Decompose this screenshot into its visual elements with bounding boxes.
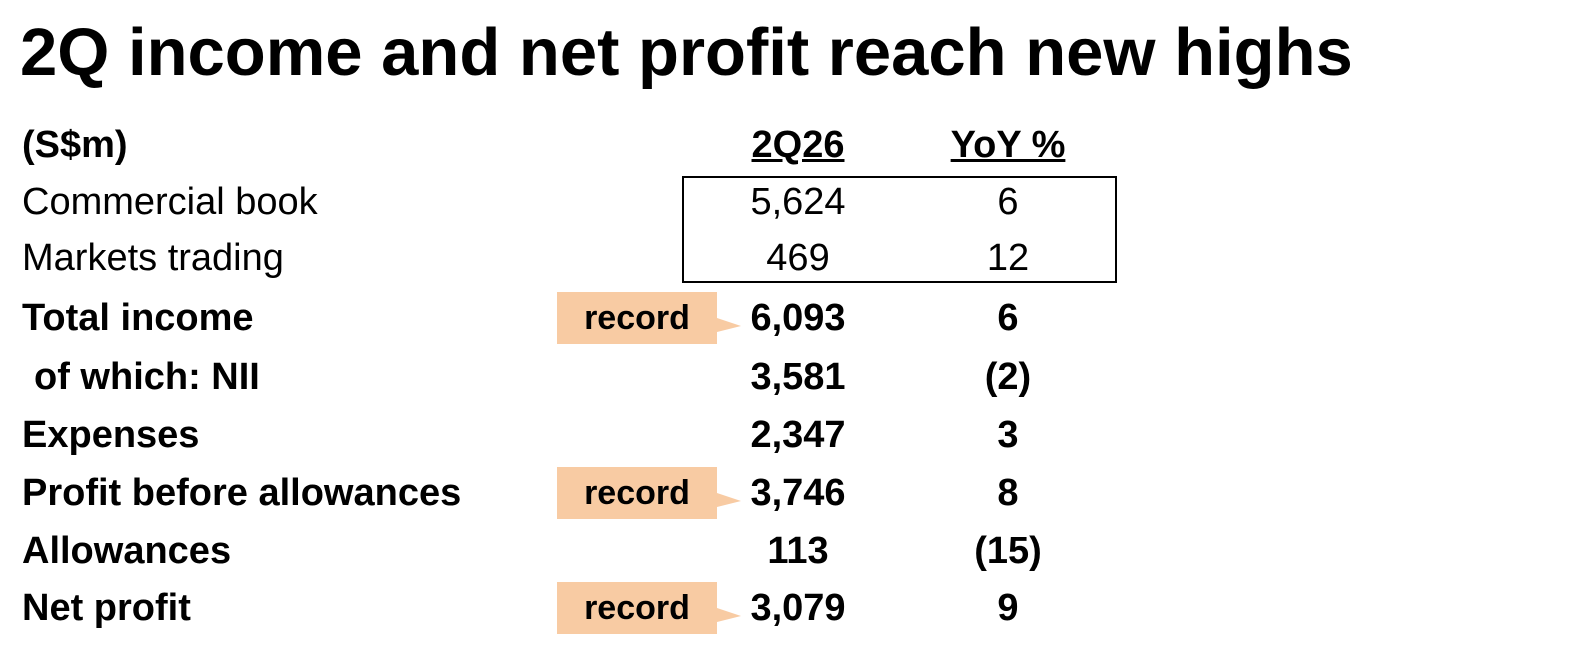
yoy: 9: [997, 587, 1019, 629]
row-label: Commercial book: [22, 181, 318, 223]
column-header: 2Q26: [751, 124, 845, 166]
value: 113: [767, 530, 829, 572]
tag-text: record: [584, 474, 690, 512]
value: 3,581: [750, 356, 846, 398]
yoy: (15): [974, 530, 1042, 572]
title: 2Q income and net profit reach new highs: [20, 15, 1353, 90]
tag-shape: [557, 292, 741, 344]
unit: (S$m): [22, 124, 128, 166]
yoy: 12: [986, 237, 1030, 279]
record-tag: record: [557, 467, 747, 519]
yoy: 8: [997, 472, 1019, 514]
row-label: Total income: [22, 297, 254, 339]
value: 5,624: [750, 181, 846, 223]
value: 3,079: [750, 587, 846, 629]
value: 3,746: [750, 472, 846, 514]
value: 6,093: [750, 297, 846, 339]
record-tag: record: [557, 582, 747, 634]
row-label: Expenses: [22, 414, 200, 456]
tag-text: record: [584, 589, 690, 627]
tag-fill: [557, 582, 741, 634]
row-label: Allowances: [22, 530, 232, 572]
value: 2,347: [750, 414, 846, 456]
yoy: 3: [997, 414, 1019, 456]
yoy: 6: [997, 297, 1019, 339]
row-label: Markets trading: [22, 237, 284, 279]
tag-fill: [557, 467, 741, 519]
tag-shape: [557, 582, 741, 634]
tag-shape: [557, 467, 741, 519]
row-label: of which: NII: [34, 356, 260, 398]
tag-fill: [557, 292, 741, 344]
record-tag: record: [557, 292, 747, 344]
yoy: 6: [997, 181, 1019, 223]
yoy: (2): [984, 356, 1032, 398]
value: 469: [766, 237, 830, 279]
row-label: Profit before allowances: [22, 472, 462, 514]
tag-text: record: [584, 299, 690, 337]
highlight-box: [682, 176, 1117, 283]
column-header: YoY %: [950, 124, 1066, 166]
row-label: Net profit: [22, 587, 191, 629]
